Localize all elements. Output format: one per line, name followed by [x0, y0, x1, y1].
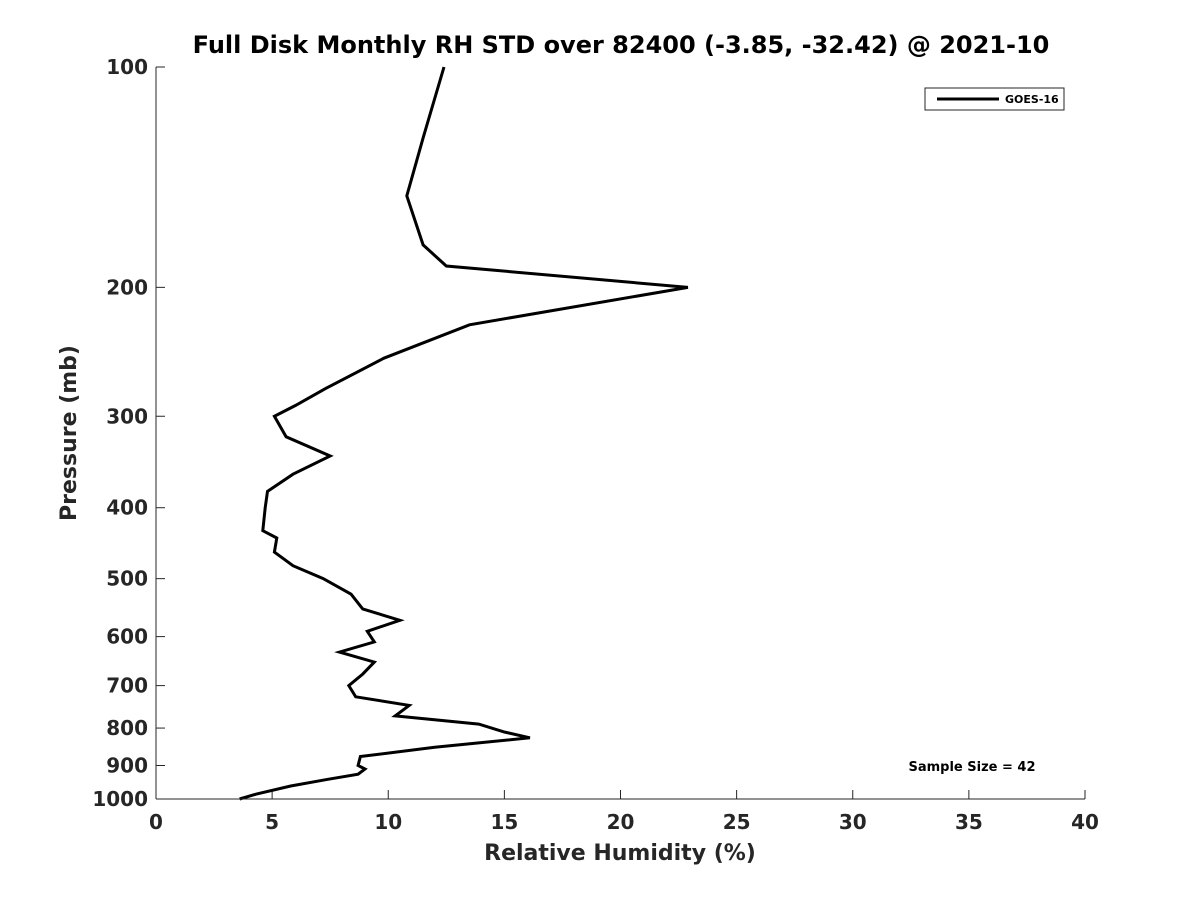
plot-area [156, 67, 1085, 799]
y-tick-label: 600 [106, 625, 148, 649]
x-tick-label: 15 [490, 810, 518, 834]
y-tick-label: 700 [106, 674, 148, 698]
x-tick-label: 5 [265, 810, 279, 834]
sample-size-annotation: Sample Size = 42 [908, 760, 1035, 775]
y-tick-label: 500 [106, 567, 148, 591]
y-tick-label: 200 [106, 275, 148, 299]
y-tick-label: 400 [106, 496, 148, 520]
y-tick-label: 800 [106, 716, 148, 740]
series-layer [239, 66, 689, 801]
x-tick-label: 40 [1071, 810, 1099, 834]
y-axis-label: Pressure (mb) [57, 345, 82, 521]
x-axis-ticks: 0 5 10 15 20 25 30 35 40 [149, 790, 1099, 834]
x-tick-label: 0 [149, 810, 163, 834]
y-axis-ticks: 100 200 300 400 500 600 700 800 900 1000 [92, 55, 165, 811]
y-tick-label: 900 [106, 754, 148, 778]
x-tick-label: 35 [955, 810, 983, 834]
x-tick-label: 20 [607, 810, 635, 834]
y-tick-label: 100 [106, 55, 148, 79]
chart-title: Full Disk Monthly RH STD over 82400 (-3.… [193, 31, 1050, 59]
x-tick-label: 25 [723, 810, 751, 834]
series-line-goes-16 [239, 66, 689, 801]
y-tick-label: 300 [106, 404, 148, 428]
legend-label-goes16: GOES-16 [1005, 93, 1059, 106]
x-tick-label: 10 [374, 810, 402, 834]
y-tick-label: 1000 [92, 787, 148, 811]
x-tick-label: 30 [839, 810, 867, 834]
x-axis-label: Relative Humidity (%) [484, 841, 756, 866]
legend: GOES-16 [924, 87, 1065, 111]
